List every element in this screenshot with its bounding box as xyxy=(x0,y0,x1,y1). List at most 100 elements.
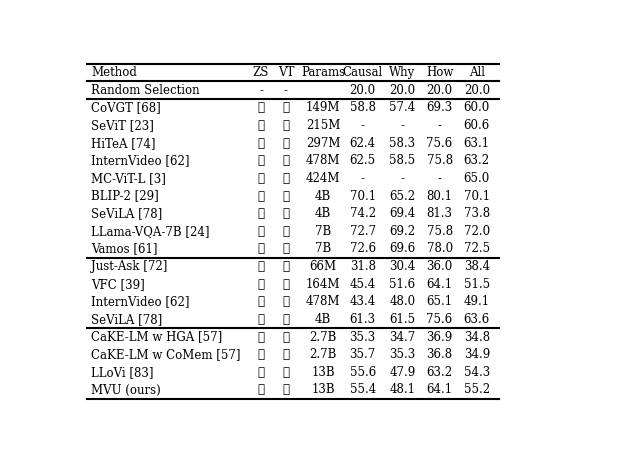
Text: 63.6: 63.6 xyxy=(463,313,490,326)
Text: InternVideo [62]: InternVideo [62] xyxy=(91,295,189,308)
Text: 69.4: 69.4 xyxy=(389,207,415,220)
Text: ✗: ✗ xyxy=(282,383,289,397)
Text: VFC [39]: VFC [39] xyxy=(91,278,145,291)
Text: ✓: ✓ xyxy=(257,348,264,361)
Text: ✓: ✓ xyxy=(282,225,289,238)
Text: SeViLA [78]: SeViLA [78] xyxy=(91,313,162,326)
Text: Params: Params xyxy=(301,66,345,79)
Text: 62.5: 62.5 xyxy=(349,154,376,167)
Text: 72.5: 72.5 xyxy=(464,242,490,256)
Text: 34.8: 34.8 xyxy=(464,331,490,344)
Text: 69.3: 69.3 xyxy=(426,101,452,114)
Text: ZS: ZS xyxy=(253,66,269,79)
Text: 63.2: 63.2 xyxy=(426,366,452,379)
Text: 47.9: 47.9 xyxy=(389,366,415,379)
Text: 55.6: 55.6 xyxy=(349,366,376,379)
Text: 75.8: 75.8 xyxy=(426,225,452,238)
Text: ✗: ✗ xyxy=(282,331,289,344)
Text: CaKE-LM w CoMem [57]: CaKE-LM w CoMem [57] xyxy=(91,348,241,361)
Text: 58.3: 58.3 xyxy=(389,136,415,150)
Text: 60.0: 60.0 xyxy=(463,101,490,114)
Text: 13B: 13B xyxy=(311,366,335,379)
Text: 54.3: 54.3 xyxy=(463,366,490,379)
Text: All: All xyxy=(468,66,485,79)
Text: 164M: 164M xyxy=(306,278,340,291)
Text: 81.3: 81.3 xyxy=(427,207,452,220)
Text: LLama-VQA-7B [24]: LLama-VQA-7B [24] xyxy=(91,225,209,238)
Text: VT: VT xyxy=(278,66,294,79)
Text: CaKE-LM w HGA [57]: CaKE-LM w HGA [57] xyxy=(91,331,222,344)
Text: 2.7B: 2.7B xyxy=(309,331,337,344)
Text: 13B: 13B xyxy=(311,383,335,397)
Text: 20.0: 20.0 xyxy=(464,84,490,97)
Text: CoVGT [68]: CoVGT [68] xyxy=(91,101,161,114)
Text: 65.1: 65.1 xyxy=(426,295,452,308)
Text: ✓: ✓ xyxy=(282,207,289,220)
Text: ✓: ✓ xyxy=(257,295,264,308)
Text: 62.4: 62.4 xyxy=(349,136,376,150)
Text: 31.8: 31.8 xyxy=(349,260,376,273)
Text: 64.1: 64.1 xyxy=(426,383,452,397)
Text: 65.0: 65.0 xyxy=(463,172,490,185)
Text: -: - xyxy=(259,84,263,97)
Text: SeViLA [78]: SeViLA [78] xyxy=(91,207,162,220)
Text: 48.1: 48.1 xyxy=(389,383,415,397)
Text: ✓: ✓ xyxy=(282,101,289,114)
Text: ✓: ✓ xyxy=(257,278,264,291)
Text: ✗: ✗ xyxy=(257,119,264,132)
Text: Causal: Causal xyxy=(342,66,383,79)
Text: 424M: 424M xyxy=(306,172,340,185)
Text: 36.9: 36.9 xyxy=(426,331,452,344)
Text: 64.1: 64.1 xyxy=(426,278,452,291)
Text: 69.2: 69.2 xyxy=(389,225,415,238)
Text: ✓: ✓ xyxy=(282,190,289,202)
Text: 478M: 478M xyxy=(306,154,340,167)
Text: 61.5: 61.5 xyxy=(389,313,415,326)
Text: LLoVi [83]: LLoVi [83] xyxy=(91,366,154,379)
Text: ✓: ✓ xyxy=(257,331,264,344)
Text: 74.2: 74.2 xyxy=(349,207,376,220)
Text: 297M: 297M xyxy=(306,136,340,150)
Text: 35.7: 35.7 xyxy=(349,348,376,361)
Text: 35.3: 35.3 xyxy=(389,348,415,361)
Text: 36.0: 36.0 xyxy=(426,260,452,273)
Text: ✓: ✓ xyxy=(282,136,289,150)
Text: ✓: ✓ xyxy=(282,260,289,273)
Text: ✓: ✓ xyxy=(282,295,289,308)
Text: 7B: 7B xyxy=(315,225,331,238)
Text: -: - xyxy=(361,119,365,132)
Text: ✗: ✗ xyxy=(257,190,264,202)
Text: InternVideo [62]: InternVideo [62] xyxy=(91,154,189,167)
Text: ✗: ✗ xyxy=(257,207,264,220)
Text: ✗: ✗ xyxy=(257,154,264,167)
Text: ✓: ✓ xyxy=(282,154,289,167)
Text: ✓: ✓ xyxy=(282,119,289,132)
Text: HiTeA [74]: HiTeA [74] xyxy=(91,136,156,150)
Text: 20.0: 20.0 xyxy=(426,84,452,97)
Text: 35.3: 35.3 xyxy=(349,331,376,344)
Text: 49.1: 49.1 xyxy=(464,295,490,308)
Text: ✓: ✓ xyxy=(257,313,264,326)
Text: 38.4: 38.4 xyxy=(464,260,490,273)
Text: 43.4: 43.4 xyxy=(349,295,376,308)
Text: 30.4: 30.4 xyxy=(389,260,415,273)
Text: Just-Ask [72]: Just-Ask [72] xyxy=(91,260,167,273)
Text: 4B: 4B xyxy=(315,207,331,220)
Text: ✗: ✗ xyxy=(282,366,289,379)
Text: ✗: ✗ xyxy=(257,172,264,185)
Text: 20.0: 20.0 xyxy=(389,84,415,97)
Text: 63.2: 63.2 xyxy=(464,154,490,167)
Text: MVU (ours): MVU (ours) xyxy=(91,383,161,397)
Text: 7B: 7B xyxy=(315,242,331,256)
Text: BLIP-2 [29]: BLIP-2 [29] xyxy=(91,190,159,202)
Text: 55.4: 55.4 xyxy=(349,383,376,397)
Text: Method: Method xyxy=(91,66,137,79)
Text: 36.8: 36.8 xyxy=(426,348,452,361)
Text: ✗: ✗ xyxy=(282,348,289,361)
Text: Vamos [61]: Vamos [61] xyxy=(91,242,157,256)
Text: -: - xyxy=(361,172,365,185)
Text: ✓: ✓ xyxy=(257,383,264,397)
Text: -: - xyxy=(401,172,404,185)
Text: 58.5: 58.5 xyxy=(389,154,415,167)
Text: ✓: ✓ xyxy=(282,242,289,256)
